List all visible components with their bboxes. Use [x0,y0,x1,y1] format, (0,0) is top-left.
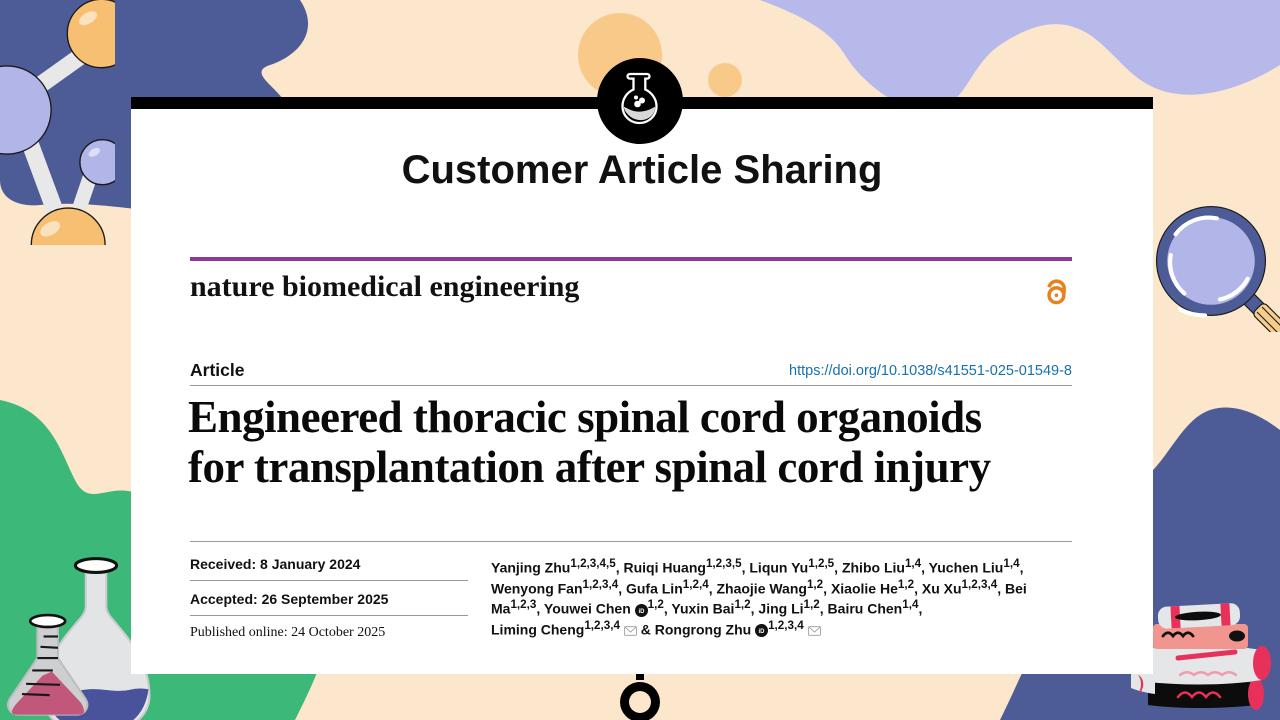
svg-text:iD: iD [638,609,645,615]
svg-text:iD: iD [759,629,766,635]
